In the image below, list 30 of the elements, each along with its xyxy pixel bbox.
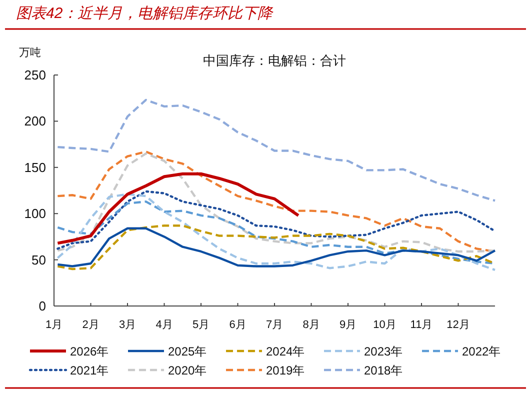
y-tick-label: 100 xyxy=(24,206,46,222)
legend-label: 2023年 xyxy=(364,344,403,358)
x-tick-label: 7月 xyxy=(266,319,284,331)
y-tick-label: 150 xyxy=(24,160,46,175)
y-tick-label: 250 xyxy=(24,68,46,82)
x-tick-label: 8月 xyxy=(302,319,320,331)
ylabel: 万吨 xyxy=(19,47,41,59)
legend-label: 2022年 xyxy=(462,344,501,358)
x-tick-label: 3月 xyxy=(118,319,136,331)
x-tick-label: 10月 xyxy=(373,319,396,331)
x-tick-label: 2月 xyxy=(82,319,100,331)
legend-label: 2025年 xyxy=(168,344,207,358)
x-tick-label: 4月 xyxy=(156,319,173,331)
title: 图表42：近半月，电解铝库存环比下降 xyxy=(16,5,273,22)
legend-label: 2021年 xyxy=(70,364,109,378)
legend-label: 2018年 xyxy=(364,364,403,378)
legend-label: 2026年 xyxy=(70,344,109,358)
x-tick-label: 1月 xyxy=(45,319,63,331)
x-tick-label: 11月 xyxy=(410,319,433,331)
x-tick-label: 9月 xyxy=(339,319,357,331)
legend-label: 2019年 xyxy=(266,364,305,378)
x-tick-label: 12月 xyxy=(446,319,470,331)
subtitle: 中国库存：电解铝：合计 xyxy=(203,53,346,68)
y-tick-label: 0 xyxy=(38,298,46,314)
y-tick-label: 200 xyxy=(24,114,46,129)
legend-label: 2020年 xyxy=(168,364,207,378)
y-tick-label: 50 xyxy=(32,252,46,268)
legend-label: 2024年 xyxy=(266,344,305,358)
x-tick-label: 6月 xyxy=(229,319,246,331)
x-tick-label: 5月 xyxy=(192,319,210,331)
